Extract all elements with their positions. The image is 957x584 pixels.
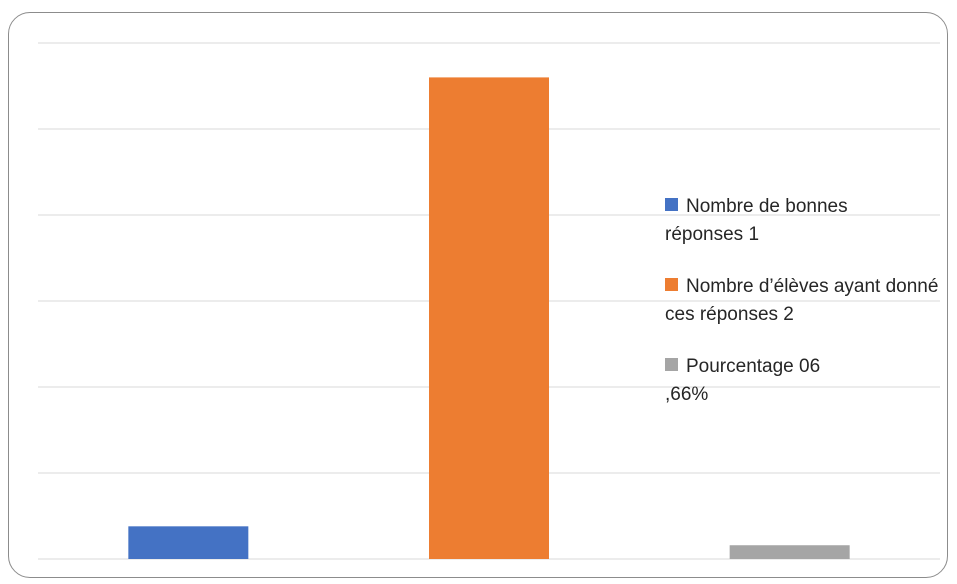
bar	[128, 526, 249, 559]
legend-label: Nombre d’élèves ayant donné ces réponses…	[665, 276, 939, 325]
legend-label: Pourcentage 06 ,66%	[665, 356, 821, 405]
bar	[429, 77, 549, 560]
chart-frame	[8, 12, 948, 578]
legend-entry: Nombre de bonnes réponses 1	[665, 193, 905, 249]
legend-entry: Pourcentage 06 ,66%	[665, 353, 865, 409]
bar	[729, 545, 850, 559]
legend-swatch	[665, 358, 678, 371]
legend-swatch	[665, 278, 678, 291]
legend-entry: Nombre d’élèves ayant donné ces réponses…	[665, 273, 950, 329]
legend-label: Nombre de bonnes réponses 1	[665, 196, 848, 245]
legend-swatch	[665, 198, 678, 211]
